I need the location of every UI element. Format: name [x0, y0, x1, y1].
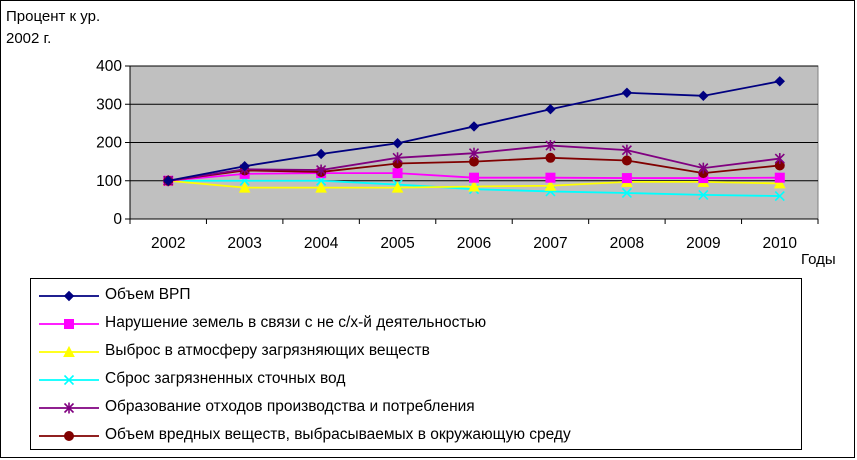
series-1-point-2009 — [698, 90, 709, 102]
legend-swatch-3 — [39, 345, 99, 357]
series-2-point-2008 — [621, 173, 632, 184]
y-tick-label-300: 300 — [96, 96, 122, 113]
series-3-point-2003 — [238, 181, 251, 193]
x-tick-label-2009: 2009 — [686, 235, 720, 252]
series-4-point-2010 — [774, 190, 785, 202]
y-tick-label-200: 200 — [96, 135, 122, 152]
series-3-point-2004 — [315, 181, 327, 193]
x-tick-label-2003: 2003 — [227, 235, 261, 252]
legend-swatch-marker-6 — [64, 431, 74, 441]
series-2-point-2007 — [545, 172, 556, 183]
legend-swatch-4 — [39, 374, 99, 386]
legend-item-4: Сброс загрязненных сточных вод — [31, 366, 801, 394]
legend-label-2: Нарушение земель в связи с не с/х-й деят… — [105, 314, 487, 331]
series-5-point-2005 — [392, 152, 403, 164]
series-5 — [163, 140, 785, 187]
series-1-point-2005 — [392, 138, 403, 149]
series-2-point-2010 — [774, 172, 785, 183]
series-1 — [163, 76, 785, 186]
x-tick-label-2005: 2005 — [380, 235, 414, 252]
y-axis-label-line-1: Процент к ур. — [6, 8, 101, 25]
legend-swatch-5 — [39, 402, 99, 414]
x-tick-label-2010: 2010 — [763, 235, 798, 252]
legend: Объем ВРП Нарушение земель в связи с не с… — [30, 278, 802, 450]
series-1-point-2004 — [315, 148, 327, 160]
legend-swatch-6 — [39, 431, 99, 441]
series-1-point-2008 — [621, 87, 633, 98]
x-tick-label-2008: 2008 — [610, 235, 644, 252]
series-4-point-2008 — [621, 187, 632, 199]
legend-label-5: Образование отходов производства и потре… — [105, 398, 475, 415]
series-5-point-2010 — [774, 153, 785, 165]
x-axis-label: Годы — [801, 251, 836, 268]
series-6-point-2008 — [621, 155, 632, 166]
series-5-point-2004 — [316, 164, 327, 176]
series-1-point-2003 — [239, 161, 250, 172]
legend-swatch-marker-3 — [63, 345, 75, 357]
legend-label-3: Выброс в атмосферу загрязняющих веществ — [105, 342, 430, 359]
legend-swatch-marker-4 — [63, 374, 75, 386]
series-1-point-2002 — [163, 175, 174, 186]
x-tick-label-2002: 2002 — [151, 235, 185, 252]
series-5-point-2009 — [698, 162, 709, 174]
series-2-point-2005 — [392, 168, 403, 179]
series-5-point-2006 — [468, 147, 480, 159]
legend-label-6: Объем вредных веществ, выбрасываемых в о… — [105, 426, 571, 443]
series-1-point-2007 — [545, 104, 556, 115]
y-tick-label-400: 400 — [96, 58, 122, 75]
x-tick-label-2006: 2006 — [457, 235, 491, 252]
y-tick-label-0: 0 — [113, 211, 122, 228]
series-5-point-2007 — [545, 140, 556, 152]
series-3-point-2007 — [544, 179, 557, 191]
legend-swatch-marker-2 — [64, 319, 74, 329]
legend-item-5: Образование отходов производства и потре… — [31, 394, 801, 422]
x-tick-label-2007: 2007 — [533, 235, 567, 252]
legend-item-2: Нарушение земель в связи с не с/х-й деят… — [31, 310, 801, 338]
y-axis-label-line-2: 2002 г. — [6, 30, 52, 47]
legend-item-3: Выброс в атмосферу загрязняющих веществ — [31, 338, 801, 366]
series-3-point-2006 — [468, 180, 480, 192]
legend-label-4: Сброс загрязненных сточных вод — [105, 370, 346, 387]
legend-swatch-1 — [39, 290, 99, 302]
x-tick-label-2004: 2004 — [304, 235, 339, 252]
legend-swatch-marker-1 — [63, 290, 75, 302]
series-3-point-2010 — [773, 177, 786, 189]
legend-item-6: Объем вредных веществ, выбрасываемых в о… — [31, 422, 801, 450]
legend-label-1: Объем ВРП — [105, 286, 191, 303]
y-tick-label-100: 100 — [96, 173, 122, 190]
series-1-point-2006 — [468, 121, 480, 132]
series-4-point-2009 — [698, 189, 709, 200]
legend-swatch-2 — [39, 319, 99, 329]
legend-swatch-marker-5 — [63, 402, 75, 414]
series-1-point-2010 — [774, 76, 785, 87]
line-chart: 0 100 200 300 400 2002 2003 2004 2005 2006 2007 200… — [96, 58, 819, 252]
legend-item-1: Объем ВРП — [31, 282, 801, 310]
series-3-point-2005 — [391, 181, 404, 193]
series-2-point-2006 — [469, 172, 479, 183]
series-5-point-2008 — [621, 144, 632, 156]
series-6-point-2007 — [545, 152, 556, 163]
